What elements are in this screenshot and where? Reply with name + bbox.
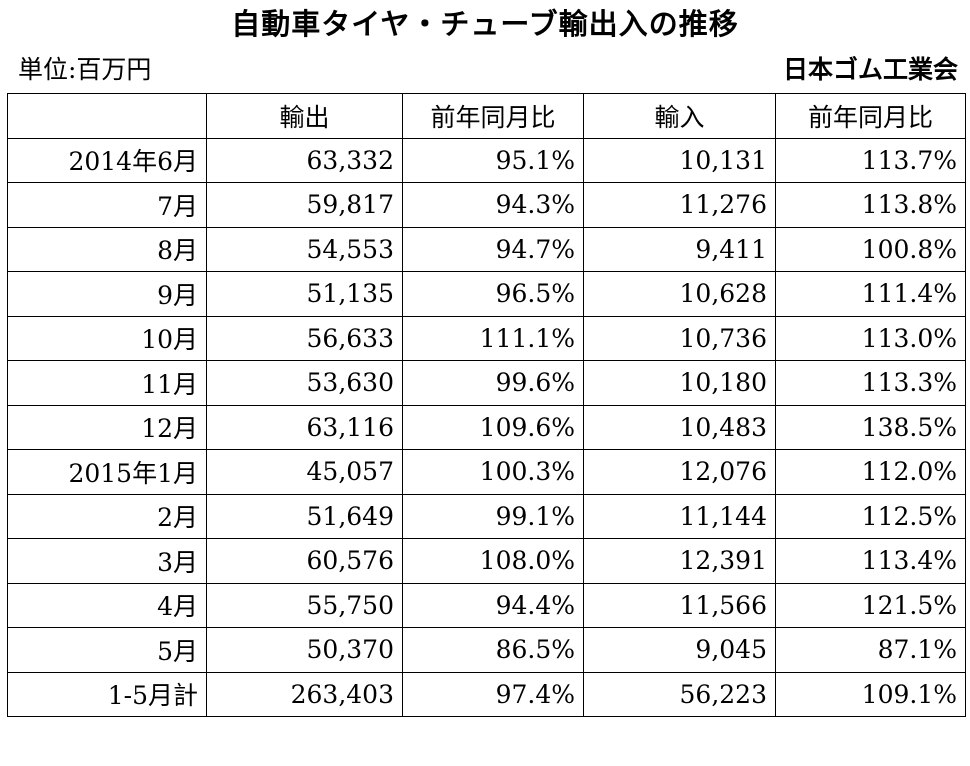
period-cell: 12月 xyxy=(7,404,207,450)
header-cell-import: 輸入 xyxy=(583,93,776,139)
export-yoy-cell: 94.7% xyxy=(402,226,584,272)
unit-label: 単位:百万円 xyxy=(18,55,152,84)
import-cell: 10,736 xyxy=(583,315,776,361)
table-row: 2014年6月 63,332 95.1% 10,131 113.7% xyxy=(7,137,966,183)
export-cell: 51,135 xyxy=(206,271,403,317)
table-body: 輸出 前年同月比 輸入 前年同月比 2014年6月 63,332 95.1% 10,1… xyxy=(7,93,966,717)
export-yoy-cell: 111.1% xyxy=(402,315,584,361)
import-cell: 10,628 xyxy=(583,271,776,317)
import-yoy-cell: 113.4% xyxy=(775,538,966,584)
period-cell: 8月 xyxy=(7,226,207,272)
page-title: 自動車タイヤ・チューブ輸出入の推移 xyxy=(231,7,739,41)
export-cell: 54,553 xyxy=(206,226,403,272)
export-yoy-cell: 99.6% xyxy=(402,360,584,406)
trade-table: 輸出 前年同月比 輸入 前年同月比 2014年6月 63,332 95.1% 10,1… xyxy=(7,93,966,717)
export-cell: 55,750 xyxy=(206,582,403,628)
table-row: 10月 56,633 111.1% 10,736 113.0% xyxy=(7,315,966,361)
header-cell-period xyxy=(7,93,207,139)
import-yoy-cell: 138.5% xyxy=(775,404,966,450)
period-cell: 11月 xyxy=(7,360,207,406)
import-yoy-cell: 113.7% xyxy=(775,137,966,183)
import-cell: 11,144 xyxy=(583,493,776,539)
table-row: 7月 59,817 94.3% 11,276 113.8% xyxy=(7,182,966,228)
table-header-row: 輸出 前年同月比 輸入 前年同月比 xyxy=(7,93,966,139)
table-row: 5月 50,370 86.5% 9,045 87.1% xyxy=(7,627,966,673)
period-cell: 2014年6月 xyxy=(7,137,207,183)
period-cell: 5月 xyxy=(7,627,207,673)
export-yoy-cell: 108.0% xyxy=(402,538,584,584)
period-cell: 7月 xyxy=(7,182,207,228)
export-yoy-cell: 95.1% xyxy=(402,137,584,183)
table-row: 8月 54,553 94.7% 9,411 100.8% xyxy=(7,226,966,272)
period-cell: 2015年1月 xyxy=(7,449,207,495)
import-cell: 9,045 xyxy=(583,627,776,673)
import-yoy-cell: 87.1% xyxy=(775,627,966,673)
period-cell: 3月 xyxy=(7,538,207,584)
export-yoy-cell: 94.4% xyxy=(402,582,584,628)
table-row: 1-5月計 263,403 97.4% 56,223 109.1% xyxy=(7,671,966,717)
import-cell: 11,276 xyxy=(583,182,776,228)
export-yoy-cell: 86.5% xyxy=(402,627,584,673)
export-cell: 59,817 xyxy=(206,182,403,228)
import-cell: 11,566 xyxy=(583,582,776,628)
import-yoy-cell: 121.5% xyxy=(775,582,966,628)
period-cell: 9月 xyxy=(7,271,207,317)
period-cell: 2月 xyxy=(7,493,207,539)
import-cell: 10,131 xyxy=(583,137,776,183)
import-yoy-cell: 100.8% xyxy=(775,226,966,272)
table-row: 4月 55,750 94.4% 11,566 121.5% xyxy=(7,582,966,628)
export-cell: 263,403 xyxy=(206,671,403,717)
export-cell: 63,332 xyxy=(206,137,403,183)
import-yoy-cell: 112.0% xyxy=(775,449,966,495)
import-yoy-cell: 109.1% xyxy=(775,671,966,717)
export-yoy-cell: 94.3% xyxy=(402,182,584,228)
organization-name: 日本ゴム工業会 xyxy=(782,55,958,84)
table-row: 11月 53,630 99.6% 10,180 113.3% xyxy=(7,360,966,406)
table-row: 9月 51,135 96.5% 10,628 111.4% xyxy=(7,271,966,317)
header-cell-export: 輸出 xyxy=(206,93,403,139)
export-yoy-cell: 97.4% xyxy=(402,671,584,717)
export-yoy-cell: 99.1% xyxy=(402,493,584,539)
header-cell-import-yoy: 前年同月比 xyxy=(775,93,966,139)
import-cell: 9,411 xyxy=(583,226,776,272)
export-yoy-cell: 109.6% xyxy=(402,404,584,450)
export-yoy-cell: 96.5% xyxy=(402,271,584,317)
export-cell: 53,630 xyxy=(206,360,403,406)
export-cell: 60,576 xyxy=(206,538,403,584)
import-cell: 12,391 xyxy=(583,538,776,584)
import-cell: 56,223 xyxy=(583,671,776,717)
table-row: 2015年1月 45,057 100.3% 12,076 112.0% xyxy=(7,449,966,495)
import-cell: 12,076 xyxy=(583,449,776,495)
import-yoy-cell: 113.3% xyxy=(775,360,966,406)
export-cell: 51,649 xyxy=(206,493,403,539)
table-row: 12月 63,116 109.6% 10,483 138.5% xyxy=(7,404,966,450)
export-yoy-cell: 100.3% xyxy=(402,449,584,495)
table-row: 2月 51,649 99.1% 11,144 112.5% xyxy=(7,493,966,539)
period-cell: 1-5月計 xyxy=(7,671,207,717)
import-cell: 10,483 xyxy=(583,404,776,450)
import-yoy-cell: 112.5% xyxy=(775,493,966,539)
export-cell: 50,370 xyxy=(206,627,403,673)
export-cell: 63,116 xyxy=(206,404,403,450)
import-yoy-cell: 111.4% xyxy=(775,271,966,317)
export-cell: 56,633 xyxy=(206,315,403,361)
import-cell: 10,180 xyxy=(583,360,776,406)
import-yoy-cell: 113.0% xyxy=(775,315,966,361)
export-cell: 45,057 xyxy=(206,449,403,495)
table-row: 3月 60,576 108.0% 12,391 113.4% xyxy=(7,538,966,584)
period-cell: 10月 xyxy=(7,315,207,361)
header-cell-export-yoy: 前年同月比 xyxy=(402,93,584,139)
period-cell: 4月 xyxy=(7,582,207,628)
import-yoy-cell: 113.8% xyxy=(775,182,966,228)
